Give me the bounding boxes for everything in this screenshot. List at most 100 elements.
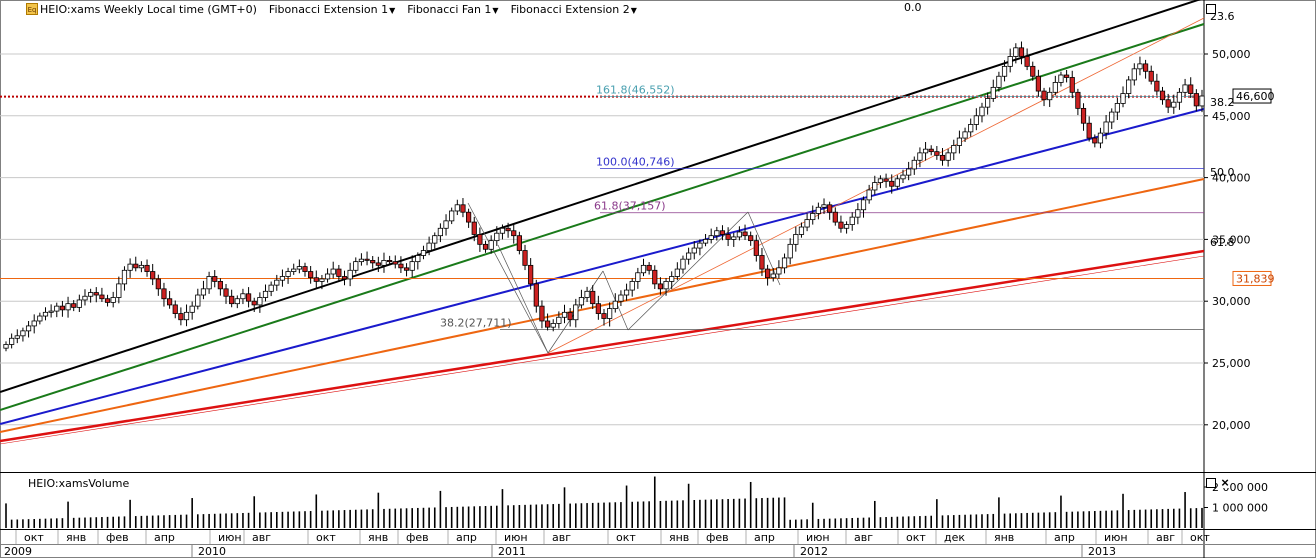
chart-toolbar: Eq HEIO:xams Weekly Local time (GMT+0) F… (0, 0, 649, 18)
candle-body (1064, 74, 1070, 78)
fib-connector (747, 211, 781, 286)
candle-body (556, 316, 562, 324)
candle-body (686, 252, 692, 260)
month-label: апр (754, 531, 775, 544)
study-fibonacci-extension-2[interactable]: Fibonacci Extension 2▼ (510, 2, 637, 16)
candle-body (262, 290, 269, 298)
fib-level-label: 161.8(46,552) (596, 84, 675, 97)
candle-body (364, 258, 370, 261)
candle-body (59, 305, 66, 311)
restore-button[interactable] (1206, 478, 1216, 488)
candle-body (133, 263, 139, 269)
candle-body (725, 234, 731, 240)
candle-body (195, 294, 201, 307)
candle-body (1103, 121, 1109, 134)
study-fibonacci-fan-1[interactable]: Fibonacci Fan 1▼ (407, 2, 499, 16)
maximize-button[interactable] (1206, 4, 1216, 14)
candle-body (990, 86, 996, 99)
candle-body (1114, 103, 1120, 113)
candle-body (471, 221, 477, 235)
candle-body (1199, 95, 1205, 107)
candle-body (776, 267, 782, 275)
candle-body (522, 250, 528, 266)
month-label: фев (706, 531, 729, 544)
candle-body (375, 262, 381, 266)
candle-body (116, 283, 122, 298)
candle-body (183, 311, 190, 321)
candle-body (31, 320, 37, 327)
candle-body (635, 272, 641, 282)
close-button[interactable]: × (1220, 475, 1230, 490)
candle-body (1176, 91, 1183, 103)
candle-body (110, 297, 116, 303)
candle-body (398, 263, 404, 269)
candle-body (550, 323, 556, 328)
candle-body (1035, 75, 1041, 92)
candle-body (640, 264, 647, 274)
candle-body (607, 308, 613, 319)
price-axis: 20,000 25,000 30,000 35,000 40,000 45,000 50,0… (1204, 48, 1275, 432)
candle-body (313, 277, 319, 282)
month-label: авг (1156, 531, 1175, 544)
candle-body (257, 297, 263, 306)
candle-body (539, 305, 545, 322)
candle-body (499, 227, 506, 234)
candle-body (731, 236, 737, 240)
candle-body (985, 98, 991, 108)
candle-body (353, 261, 359, 271)
candle-body (121, 269, 128, 285)
candle-body (268, 284, 274, 292)
candle-body (849, 216, 855, 225)
candle-body (1148, 70, 1154, 82)
y-tick-label: 40,000 (1212, 172, 1251, 185)
fib-level-label: 61.8(37,157) (594, 200, 666, 213)
candle-body (838, 221, 844, 229)
price-badge-label: 46,600 (1236, 90, 1275, 103)
candle-body (432, 235, 438, 244)
month-label: апр (456, 531, 477, 544)
candle-body (860, 199, 867, 211)
candle-body (759, 255, 765, 270)
candle-body (787, 243, 793, 259)
candle-body (1001, 65, 1008, 77)
month-label: янв (368, 531, 388, 544)
fan-line (0, 178, 1205, 433)
candle-body (302, 266, 308, 272)
candle-body (714, 230, 720, 237)
volume-tick-label: 1 000 000 (1212, 502, 1268, 515)
candle-body (1171, 101, 1177, 108)
candle-body (488, 240, 494, 250)
candle-body (646, 264, 652, 271)
candle-body (189, 305, 195, 313)
candle-body (336, 268, 342, 277)
candle-body (1030, 65, 1036, 77)
candle-body (945, 152, 951, 161)
volume-panel-title: HEIO:xamsVolume (28, 477, 130, 490)
month-label: окт (616, 531, 636, 544)
candle-body (866, 189, 872, 201)
month-label: янв (994, 531, 1014, 544)
candle-body (104, 298, 111, 303)
candle-body (37, 315, 43, 322)
month-label: июн (806, 531, 830, 544)
month-label: фев (106, 531, 129, 544)
month-label: окт (24, 531, 44, 544)
chevron-down-icon: ▼ (630, 5, 637, 15)
fib-connector (497, 244, 549, 354)
month-label: авг (252, 531, 271, 544)
candle-body (516, 235, 522, 251)
study-fibonacci-extension-1[interactable]: Fibonacci Extension 1▼ (268, 2, 396, 16)
candle-body (387, 260, 393, 263)
candle-body (612, 300, 618, 310)
candle-body (601, 313, 607, 319)
symbol-label[interactable]: HEIO:xams Weekly Local time (GMT+0) (40, 2, 257, 16)
y-tick-label: 50,000 (1212, 48, 1251, 61)
month-label: июн (1104, 531, 1128, 544)
candle-body (669, 276, 675, 282)
candle-body (240, 293, 246, 300)
month-label: июн (504, 531, 528, 544)
y-tick-label: 45,000 (1212, 110, 1251, 123)
candle-body (1159, 90, 1166, 101)
